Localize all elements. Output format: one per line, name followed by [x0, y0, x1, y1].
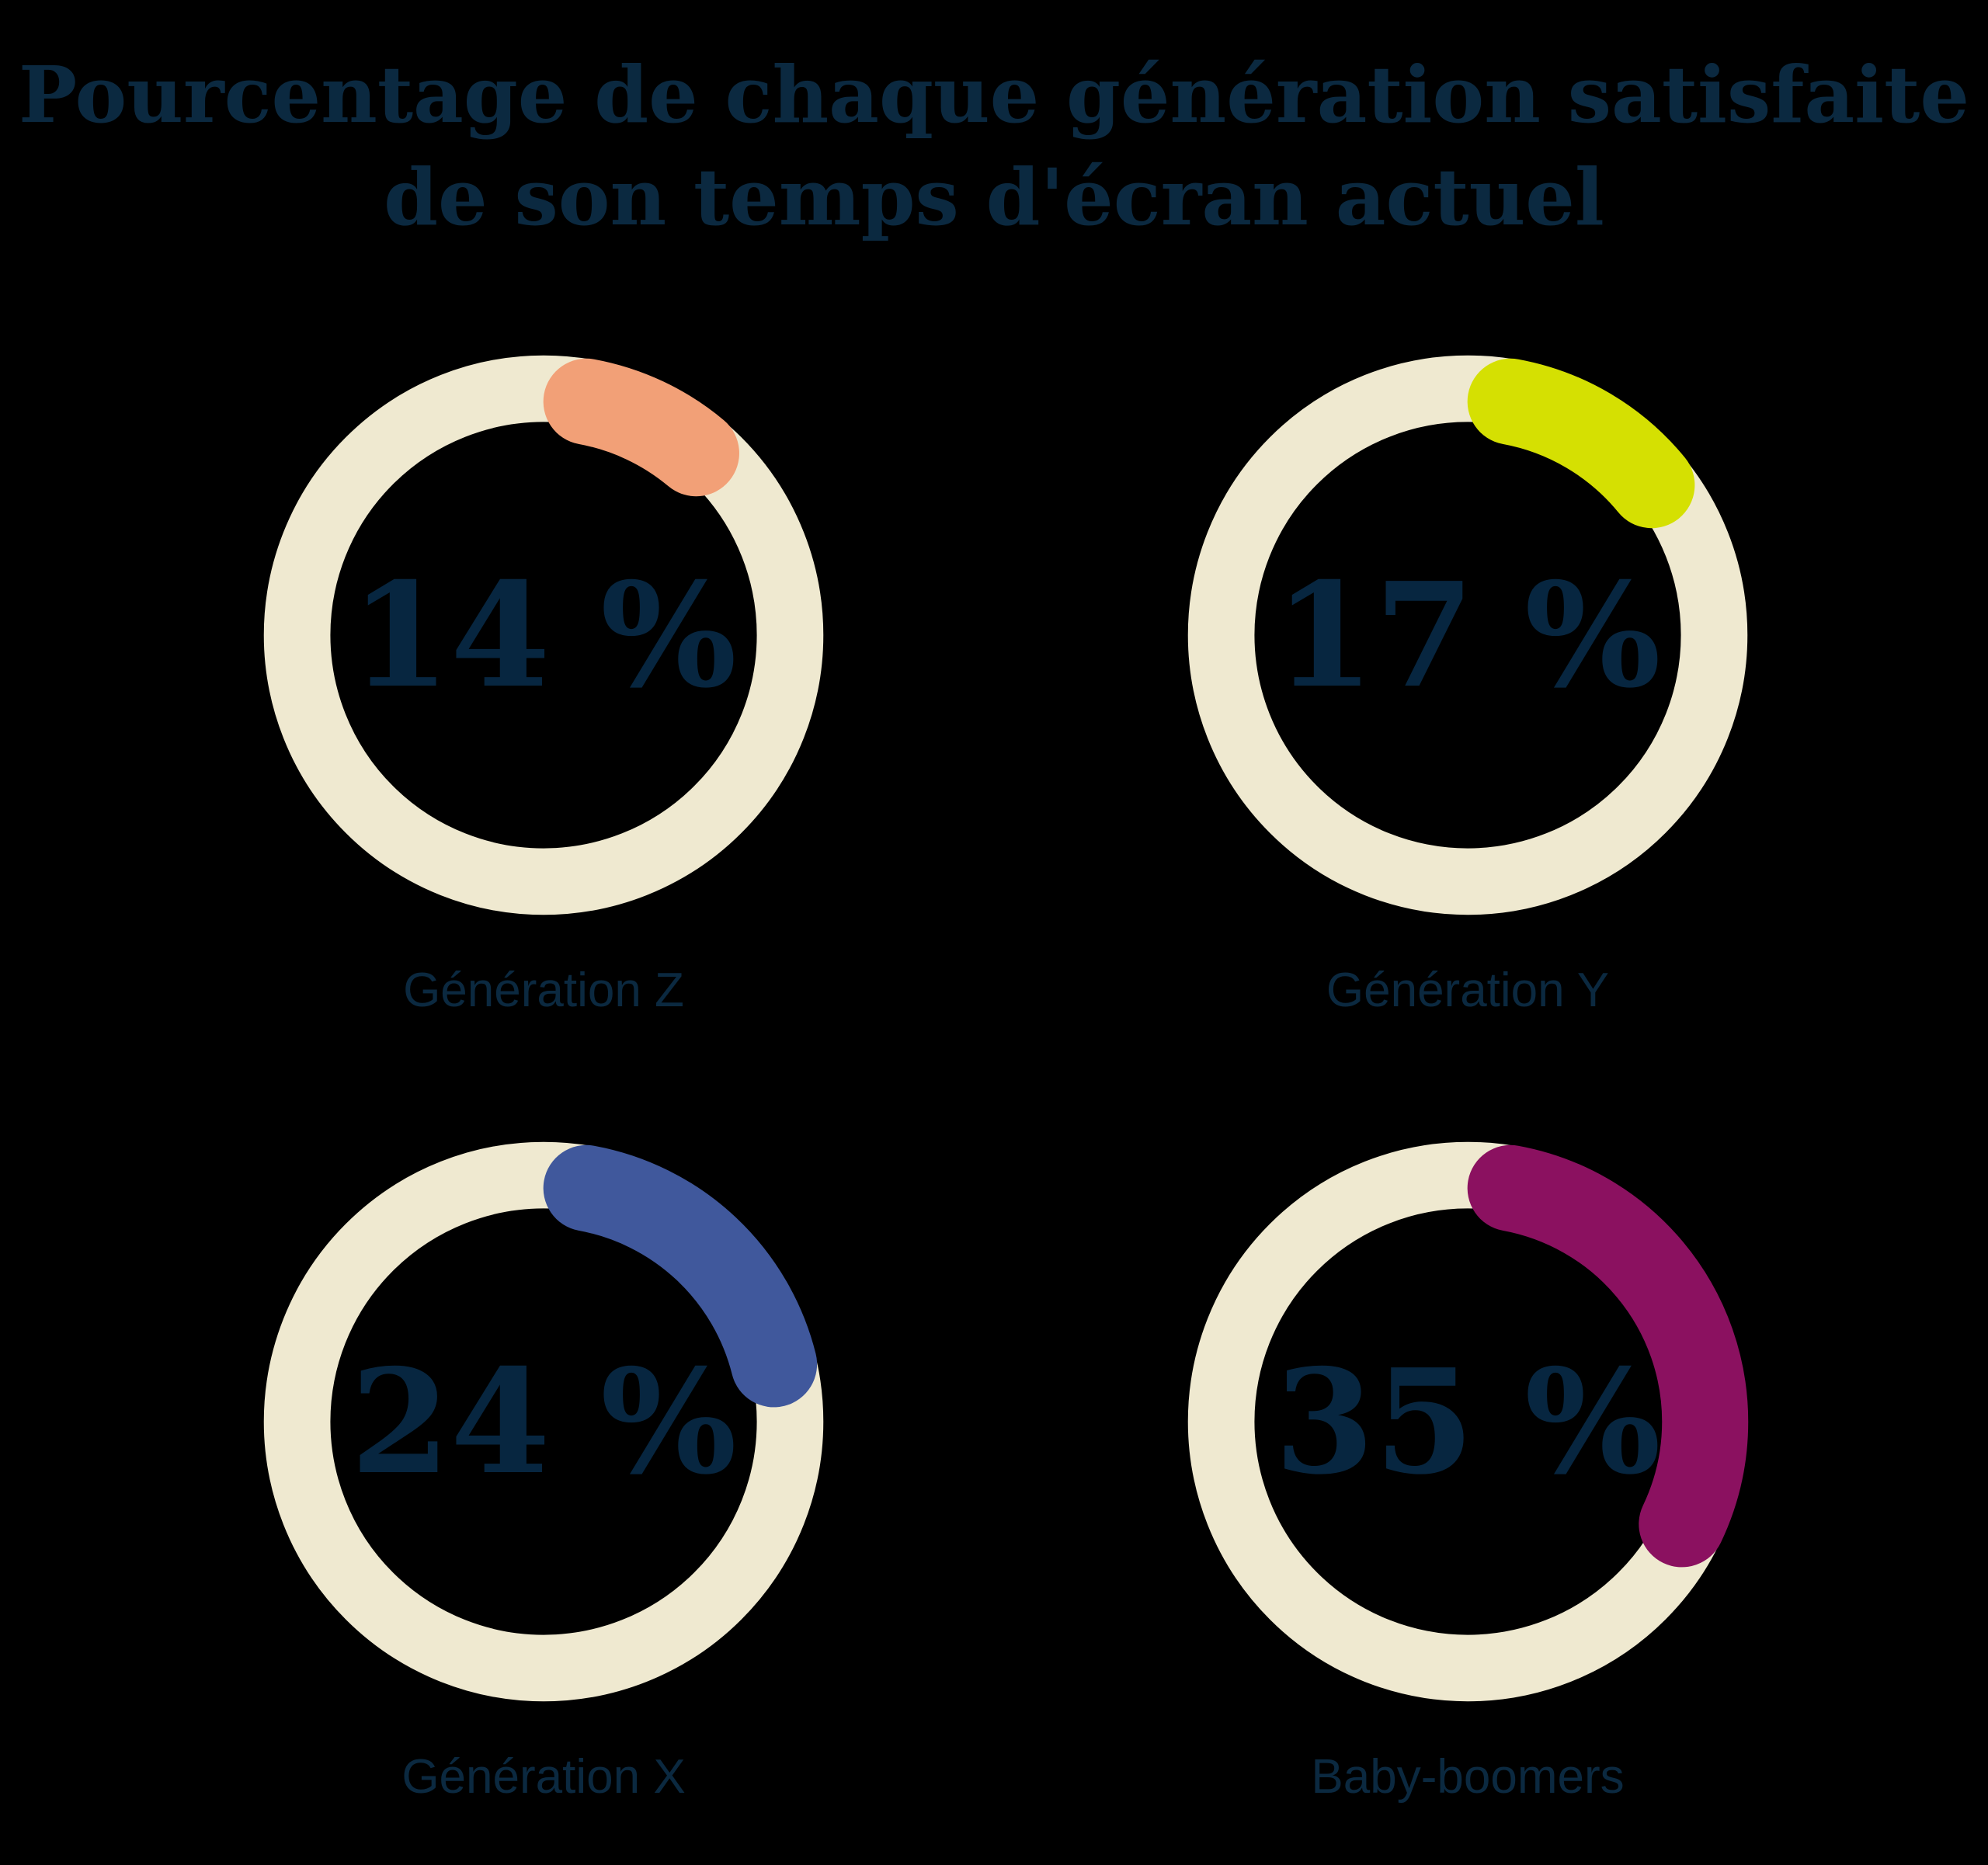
donut-svg — [262, 354, 825, 916]
donut-ring: 24 % — [256, 1134, 831, 1709]
donut-track — [1187, 355, 1748, 915]
donut-value: 17 % — [1274, 550, 1661, 720]
donut-track — [263, 355, 824, 915]
donut-generation-x: 24 % Génération X — [256, 1134, 831, 1804]
donut-label: Génération Z — [403, 964, 684, 1017]
donut-arc — [262, 354, 825, 916]
donut-ring: 17 % — [1180, 348, 1755, 922]
donut-baby-boomers: 35 % Baby-boomers — [1180, 1134, 1755, 1804]
donut-value: 14 % — [350, 550, 737, 720]
donut-arc — [1187, 1141, 1749, 1703]
donut-label: Génération Y — [1326, 964, 1610, 1017]
donut-label: Baby-boomers — [1311, 1750, 1625, 1804]
donut-arc — [262, 1141, 825, 1703]
donut-value: 24 % — [350, 1337, 737, 1506]
donut-label: Génération X — [401, 1750, 686, 1804]
donut-value: 35 % — [1274, 1337, 1661, 1506]
donut-track — [263, 1141, 824, 1702]
chart-title: Pourcentage de chaque génération satisfa… — [0, 0, 1988, 248]
donut-generation-y: 17 % Génération Y — [1180, 348, 1755, 1018]
donut-ring: 14 % — [256, 348, 831, 922]
donut-svg — [1187, 354, 1749, 916]
chart-title-line-2: de son temps d'écran actuel — [384, 151, 1604, 243]
donut-svg — [262, 1141, 825, 1703]
chart-title-line-1: Pourcentage de chaque génération satisfa… — [19, 49, 1969, 141]
donut-svg — [1187, 1141, 1749, 1703]
donut-ring: 35 % — [1180, 1134, 1755, 1709]
donut-arc — [1187, 354, 1749, 916]
donut-generation-z: 14 % Génération Z — [256, 348, 831, 1018]
donut-grid: 14 % Génération Z 17 % Génération Y 24 % — [0, 348, 1988, 1804]
